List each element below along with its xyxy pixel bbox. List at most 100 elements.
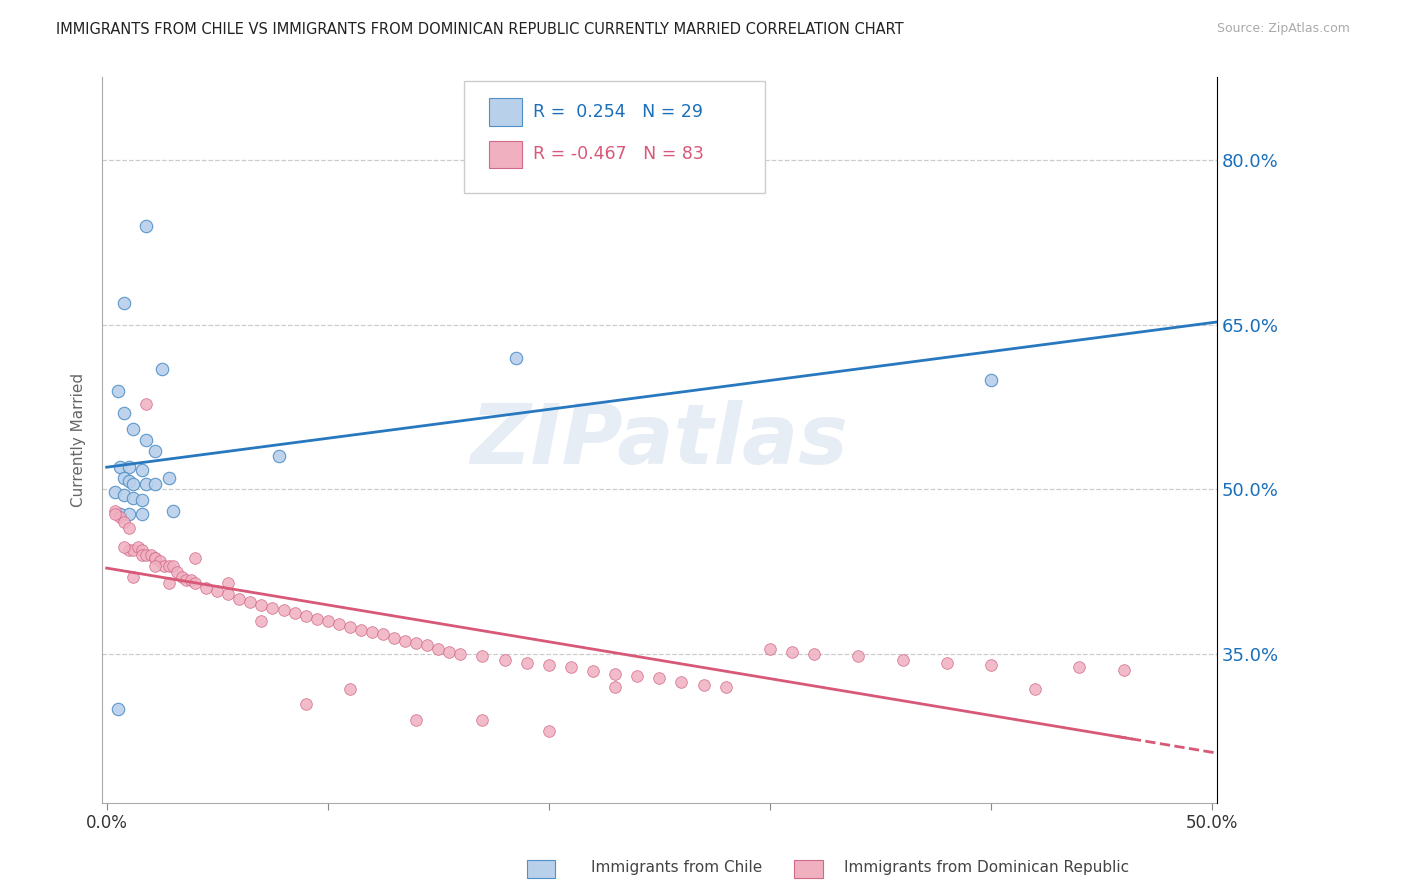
Point: [262, 601, 284, 615]
Point: [122, 477, 145, 491]
Point: [980, 658, 1002, 673]
Point: [131, 463, 153, 477]
Point: [108, 460, 131, 475]
Point: [122, 422, 145, 436]
Point: [104, 504, 127, 518]
Point: [112, 295, 135, 310]
Point: [143, 444, 166, 458]
Point: [361, 625, 384, 640]
Point: [305, 612, 328, 626]
Point: [112, 471, 135, 485]
Point: [107, 702, 129, 716]
Point: [516, 656, 538, 670]
Point: [294, 608, 316, 623]
Point: [184, 550, 207, 565]
Point: [131, 507, 153, 521]
Text: R = -0.467   N = 83: R = -0.467 N = 83: [533, 145, 704, 162]
Point: [427, 641, 450, 656]
Point: [316, 615, 339, 629]
Point: [205, 583, 228, 598]
Point: [131, 549, 153, 563]
Point: [112, 405, 135, 419]
Point: [980, 373, 1002, 387]
Point: [1024, 682, 1046, 697]
Point: [891, 653, 914, 667]
Point: [135, 397, 157, 411]
Point: [135, 433, 157, 447]
Point: [759, 641, 782, 656]
Point: [471, 649, 494, 664]
Point: [143, 550, 166, 565]
Point: [166, 565, 188, 579]
Point: [471, 713, 494, 727]
Point: [122, 570, 145, 584]
Point: [135, 477, 157, 491]
Point: [339, 620, 361, 634]
Point: [780, 645, 803, 659]
FancyBboxPatch shape: [464, 81, 765, 194]
Point: [267, 450, 290, 464]
Point: [107, 384, 129, 398]
Point: [273, 603, 295, 617]
Point: [294, 697, 316, 711]
Point: [328, 616, 350, 631]
Point: [108, 510, 131, 524]
Point: [1112, 663, 1135, 677]
Point: [127, 540, 149, 554]
Text: ZIPatlas: ZIPatlas: [471, 400, 848, 481]
FancyBboxPatch shape: [489, 98, 522, 126]
Point: [104, 507, 127, 521]
Point: [118, 460, 141, 475]
Point: [162, 504, 184, 518]
Point: [131, 493, 153, 508]
Point: [195, 582, 218, 596]
Point: [153, 559, 176, 574]
Text: IMMIGRANTS FROM CHILE VS IMMIGRANTS FROM DOMINICAN REPUBLIC CURRENTLY MARRIED CO: IMMIGRANTS FROM CHILE VS IMMIGRANTS FROM…: [56, 22, 904, 37]
Point: [108, 507, 131, 521]
Point: [382, 631, 405, 645]
Point: [371, 627, 394, 641]
Point: [405, 636, 427, 650]
Text: Immigrants from Chile: Immigrants from Chile: [591, 860, 762, 874]
Point: [217, 587, 239, 601]
Point: [416, 639, 439, 653]
Point: [1069, 660, 1091, 674]
Point: [439, 645, 461, 659]
Point: [537, 658, 560, 673]
Point: [846, 649, 869, 664]
Point: [149, 554, 172, 568]
Point: [582, 664, 605, 678]
Point: [505, 351, 527, 365]
Point: [250, 598, 273, 612]
Point: [131, 542, 153, 557]
Point: [112, 540, 135, 554]
Point: [449, 647, 471, 661]
Point: [228, 592, 250, 607]
Point: [150, 361, 173, 376]
Point: [112, 516, 135, 530]
Text: Source: ZipAtlas.com: Source: ZipAtlas.com: [1216, 22, 1350, 36]
Point: [157, 575, 180, 590]
Point: [157, 559, 180, 574]
Point: [671, 674, 693, 689]
Point: [494, 653, 516, 667]
Point: [714, 680, 737, 694]
Point: [339, 682, 361, 697]
Point: [184, 575, 207, 590]
Point: [935, 656, 957, 670]
Point: [217, 575, 239, 590]
Point: [648, 672, 671, 686]
Point: [162, 559, 184, 574]
Point: [692, 678, 714, 692]
Point: [284, 606, 307, 620]
Point: [122, 491, 145, 506]
Point: [135, 219, 157, 233]
Point: [170, 570, 193, 584]
Point: [122, 542, 145, 557]
Point: [405, 713, 427, 727]
Text: Immigrants from Dominican Republic: Immigrants from Dominican Republic: [844, 860, 1129, 874]
Point: [118, 507, 141, 521]
Point: [135, 549, 157, 563]
Point: [118, 474, 141, 488]
Point: [143, 477, 166, 491]
